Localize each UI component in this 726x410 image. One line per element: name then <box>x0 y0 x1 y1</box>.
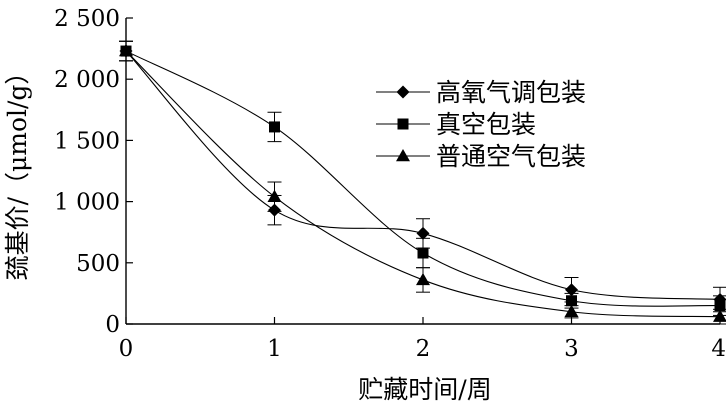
data-point <box>267 189 282 202</box>
y-tick-label: 1 500 <box>54 128 120 154</box>
data-point <box>714 300 726 312</box>
series-layer <box>119 40 726 325</box>
legend-label: 高氧气调包装 <box>436 78 586 107</box>
legend-label: 普通空气包装 <box>436 142 586 171</box>
data-point <box>713 309 726 322</box>
series-line <box>125 50 721 318</box>
data-point <box>269 121 280 133</box>
series-triangle <box>119 40 726 325</box>
data-point <box>564 304 579 318</box>
legend-marker <box>397 118 409 130</box>
x-tick-label: 0 <box>119 336 134 362</box>
x-tick-label: 4 <box>711 336 726 362</box>
legend-label: 真空包装 <box>436 110 536 139</box>
legend-marker <box>396 85 410 99</box>
data-point <box>416 226 430 240</box>
x-tick-label: 2 <box>416 336 431 362</box>
y-tick-label: 500 <box>76 251 120 277</box>
y-tick-label: 0 <box>105 312 120 338</box>
legend-entry: 真空包装 <box>376 110 536 139</box>
y-tick-label: 2 000 <box>54 67 120 93</box>
legend-entry: 普通空气包装 <box>376 142 586 171</box>
legend-entry: 高氧气调包装 <box>376 78 586 107</box>
y-tick-label: 1 000 <box>54 190 120 216</box>
data-point <box>119 44 133 57</box>
legend-marker <box>396 149 410 162</box>
x-tick-label: 1 <box>267 336 282 362</box>
data-point <box>566 295 577 307</box>
data-point <box>417 247 429 259</box>
x-axis-label: 贮藏时间/周 <box>358 375 491 404</box>
data-point <box>416 272 430 286</box>
axes: 0 500 1 000 1 500 2 000 2 500 0 1 2 3 4 <box>54 6 726 362</box>
y-axis-label: 巯基价/（μmol/g） <box>3 60 32 281</box>
x-tick-label: 3 <box>564 336 579 362</box>
y-tick-label: 2 500 <box>54 6 120 32</box>
